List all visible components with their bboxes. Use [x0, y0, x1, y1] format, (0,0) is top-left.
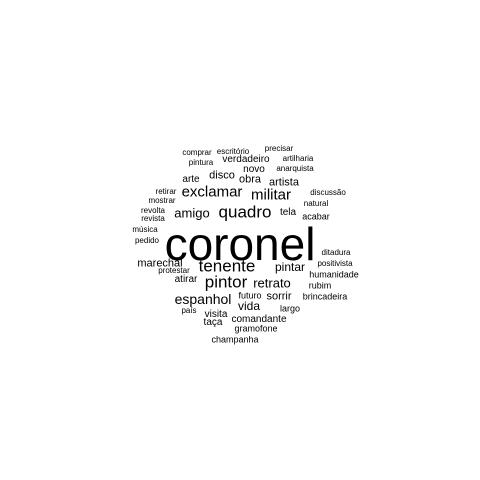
word-comandante: comandante — [231, 314, 287, 325]
word-brincadeira: brincadeira — [302, 291, 348, 302]
word-quadro: quadro — [218, 202, 272, 222]
word-atirar: atirar — [174, 274, 198, 285]
word-escritorio: escritório — [216, 147, 250, 156]
word-mostrar: mostrar — [148, 196, 176, 205]
word-musica: música — [132, 225, 158, 234]
word-verdadeiro: verdadeiro — [222, 154, 270, 165]
word-ditadura: ditadura — [321, 248, 351, 257]
word-largo: largo — [279, 303, 301, 314]
word-amigo: amigo — [174, 205, 210, 221]
word-pintura: pintura — [188, 158, 214, 167]
word-disco: disco — [209, 169, 235, 182]
word-pintor: pintor — [204, 272, 248, 292]
word-positivista: positivista — [317, 259, 353, 268]
word-visita: visita — [204, 309, 228, 320]
word-marechal: marechal — [137, 257, 183, 270]
word-gramofone: gramofone — [234, 323, 278, 334]
word-natural: natural — [303, 199, 329, 208]
word-exclamar: exclamar — [181, 183, 243, 201]
word-pais: país — [181, 306, 197, 315]
word-espanhol: espanhol — [174, 291, 232, 307]
word-novo: novo — [243, 164, 265, 175]
word-arte: arte — [182, 174, 200, 185]
word-revista: revista — [141, 214, 165, 223]
word-tela: tela — [279, 207, 297, 218]
word-artista: artista — [269, 176, 299, 189]
word-tenente: tenente — [198, 256, 256, 276]
word-vida: vida — [237, 299, 261, 313]
word-futuro: futuro — [238, 290, 262, 301]
word-precisar: precisar — [264, 144, 294, 153]
word-artilharia: artilharia — [282, 154, 314, 163]
word-obra: obra — [238, 173, 262, 186]
word-humanidade: humanidade — [309, 269, 359, 280]
word-pintar: pintar — [274, 260, 306, 274]
word-coronel: coronel — [164, 218, 316, 270]
word-rubim: rubim — [308, 280, 332, 291]
word-comprar: comprar — [182, 148, 212, 157]
word-pedido: pedido — [134, 236, 160, 245]
word-revolta: revolta — [140, 206, 166, 215]
word-taca: taça — [203, 317, 223, 328]
word-militar: militar — [251, 186, 291, 204]
word-protestar: protestar — [158, 266, 190, 275]
word-acabar: acabar — [302, 211, 330, 222]
word-champanha: champanha — [211, 334, 259, 345]
word-retrato: retrato — [253, 275, 291, 291]
word-retirar: retirar — [155, 187, 177, 196]
word-sorrir: sorrir — [266, 290, 292, 303]
word-discussao: discussão — [310, 188, 346, 197]
word-anarquista: anarquista — [276, 164, 314, 173]
